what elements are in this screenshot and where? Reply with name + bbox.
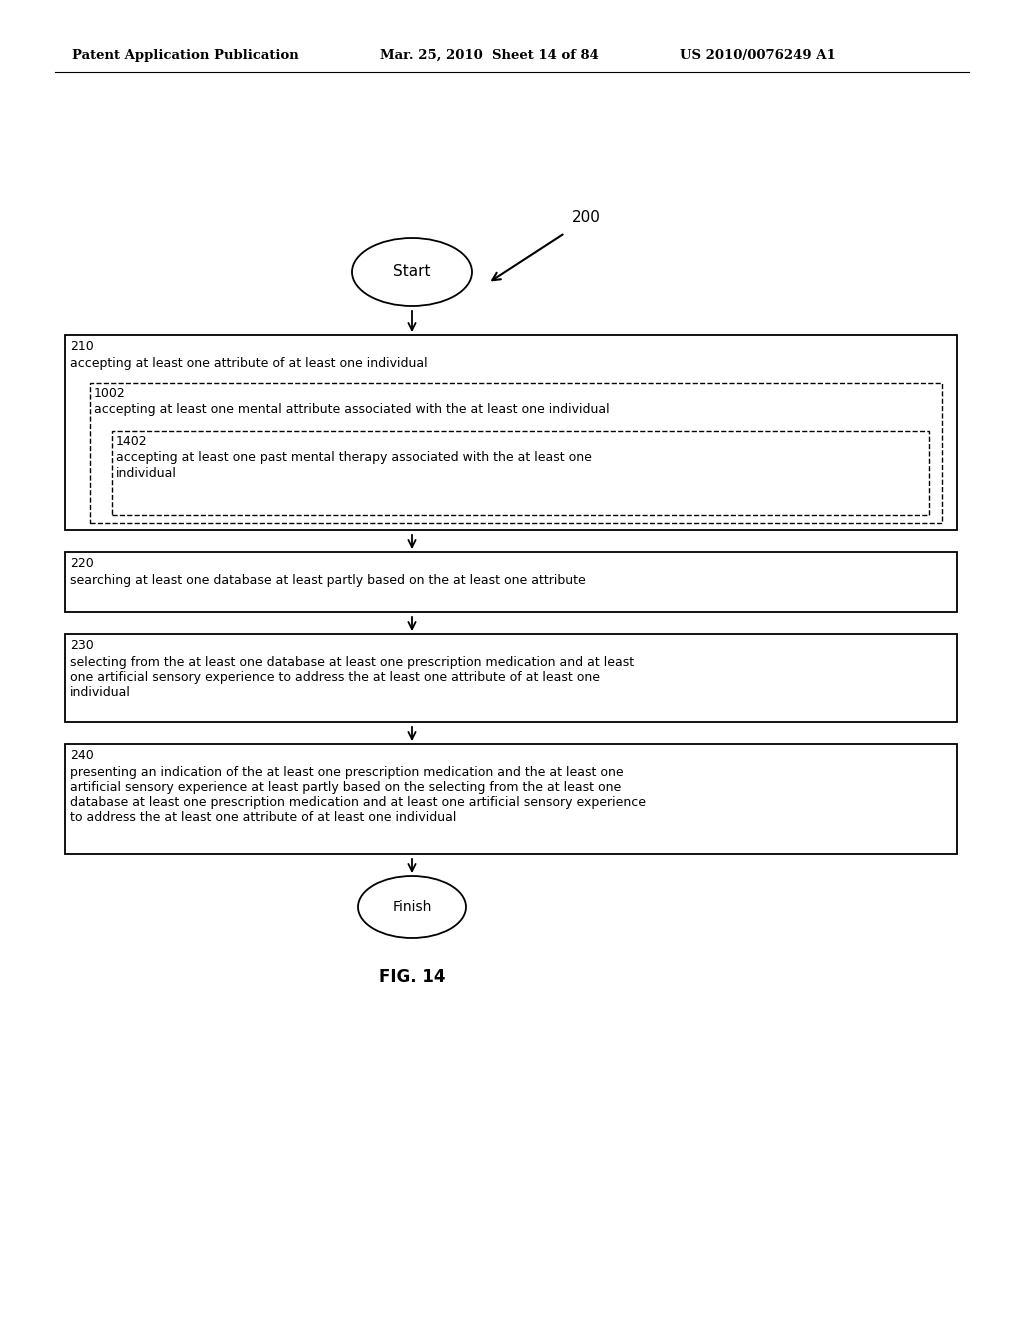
Text: 220: 220 [70, 557, 94, 570]
Text: individual: individual [116, 467, 177, 480]
FancyBboxPatch shape [112, 432, 929, 515]
Text: accepting at least one mental attribute associated with the at least one individ: accepting at least one mental attribute … [94, 403, 609, 416]
FancyBboxPatch shape [65, 634, 957, 722]
FancyBboxPatch shape [90, 383, 942, 523]
Text: 230: 230 [70, 639, 94, 652]
FancyBboxPatch shape [65, 744, 957, 854]
Text: to address the at least one attribute of at least one individual: to address the at least one attribute of… [70, 810, 457, 824]
Text: searching at least one database at least partly based on the at least one attrib: searching at least one database at least… [70, 574, 586, 587]
Ellipse shape [352, 238, 472, 306]
FancyBboxPatch shape [65, 335, 957, 531]
Text: Finish: Finish [392, 900, 432, 913]
FancyBboxPatch shape [65, 552, 957, 612]
Text: individual: individual [70, 686, 131, 700]
Text: 240: 240 [70, 748, 94, 762]
Text: Mar. 25, 2010  Sheet 14 of 84: Mar. 25, 2010 Sheet 14 of 84 [380, 49, 599, 62]
Text: one artificial sensory experience to address the at least one attribute of at le: one artificial sensory experience to add… [70, 671, 600, 684]
Text: presenting an indication of the at least one prescription medication and the at : presenting an indication of the at least… [70, 766, 624, 779]
Text: FIG. 14: FIG. 14 [379, 968, 445, 986]
Ellipse shape [358, 876, 466, 939]
Text: artificial sensory experience at least partly based on the selecting from the at: artificial sensory experience at least p… [70, 781, 622, 795]
Text: 1002: 1002 [94, 387, 126, 400]
Text: accepting at least one past mental therapy associated with the at least one: accepting at least one past mental thera… [116, 451, 592, 465]
Text: Patent Application Publication: Patent Application Publication [72, 49, 299, 62]
Text: selecting from the at least one database at least one prescription medication an: selecting from the at least one database… [70, 656, 634, 669]
Text: US 2010/0076249 A1: US 2010/0076249 A1 [680, 49, 836, 62]
Text: accepting at least one attribute of at least one individual: accepting at least one attribute of at l… [70, 356, 428, 370]
Text: 200: 200 [572, 210, 601, 226]
Text: 1402: 1402 [116, 436, 147, 447]
Text: 210: 210 [70, 341, 94, 352]
Text: database at least one prescription medication and at least one artificial sensor: database at least one prescription medic… [70, 796, 646, 809]
Text: Start: Start [393, 264, 431, 280]
